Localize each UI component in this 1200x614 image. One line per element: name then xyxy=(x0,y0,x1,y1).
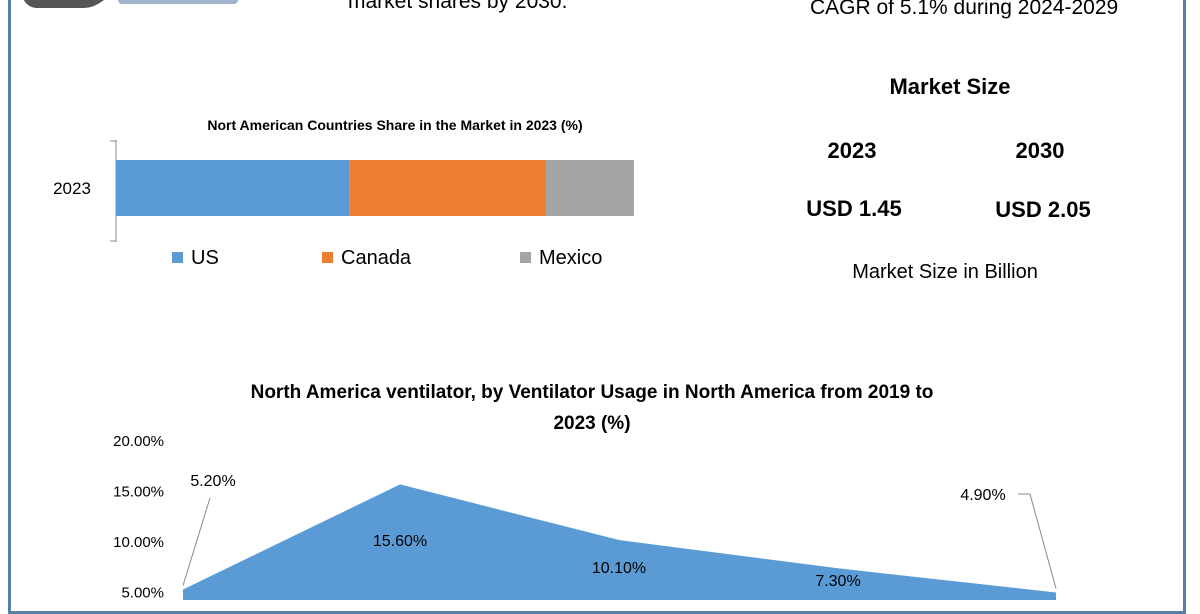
legend-swatch-us xyxy=(172,252,183,263)
stacked-bar-segment-us xyxy=(116,160,349,216)
stacked-bar-chart: 2023 US Canada Mexico xyxy=(0,140,780,280)
data-label: 5.20% xyxy=(190,473,235,490)
header-right-text: CAGR of 5.1% during 2024-2029 xyxy=(810,0,1118,20)
y-tick-label: 15.00% xyxy=(113,484,164,501)
stacked-bar-segment-canada xyxy=(349,160,546,216)
market-size-value-2030: USD 2.05 xyxy=(943,197,1143,223)
stacked-chart-title: Nort American Countries Share in the Mar… xyxy=(0,117,790,133)
data-label: 15.60% xyxy=(373,533,427,550)
legend-label-us: US xyxy=(191,247,219,269)
market-size-year-2023: 2023 xyxy=(752,138,952,164)
legend-swatch-mexico xyxy=(520,252,531,263)
legend-label-canada: Canada xyxy=(341,247,412,269)
y-tick-label: 20.00% xyxy=(113,433,164,450)
data-label: 4.90% xyxy=(960,487,1005,504)
leader-line xyxy=(1018,494,1056,589)
market-size-value-2023: USD 1.45 xyxy=(754,196,954,222)
y-tick-label: 10.00% xyxy=(113,534,164,551)
header-left-text: market shares by 2030. xyxy=(348,0,567,14)
y-tick-label: 5.00% xyxy=(121,585,164,601)
area-chart-title-line1: North America ventilator, by Ventilator … xyxy=(251,382,934,403)
area-chart-title-line2: 2023 (%) xyxy=(553,413,630,434)
market-size-year-2030: 2030 xyxy=(940,138,1140,164)
company-logo-text xyxy=(118,0,238,4)
area-series xyxy=(183,484,1056,600)
legend-swatch-canada xyxy=(322,252,333,263)
market-size-title: Market Size xyxy=(800,74,1100,100)
stacked-bar-segment-mexico xyxy=(546,160,634,216)
data-label: 10.10% xyxy=(592,560,646,577)
stacked-category-label: 2023 xyxy=(53,179,91,198)
leader-line xyxy=(183,498,210,585)
area-chart: North America ventilator, by Ventilator … xyxy=(0,370,1180,600)
data-label: 7.30% xyxy=(815,573,860,590)
market-size-note: Market Size in Billion xyxy=(800,261,1090,284)
legend-label-mexico: Mexico xyxy=(539,247,602,269)
